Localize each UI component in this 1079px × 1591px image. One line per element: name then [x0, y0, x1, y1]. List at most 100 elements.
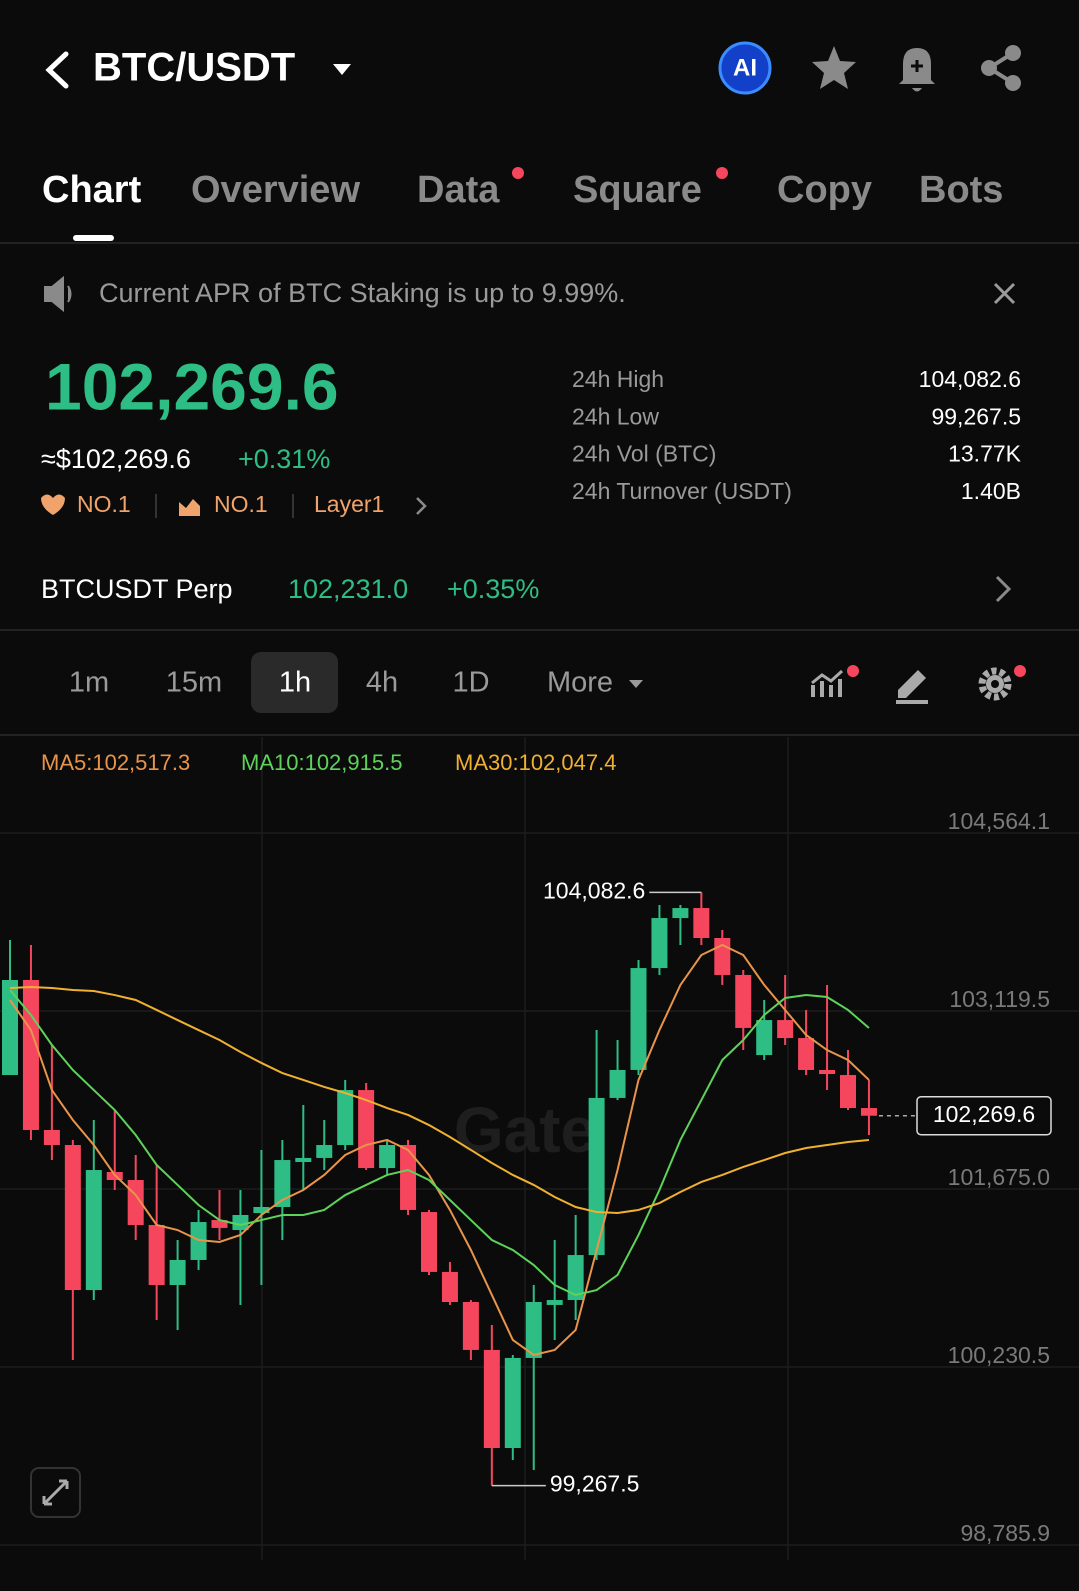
- tag: NO.1: [214, 491, 268, 517]
- settings-button[interactable]: [978, 667, 1012, 701]
- tab[interactable]: Data: [417, 169, 500, 211]
- badge: [847, 665, 859, 677]
- y-tick-label: 98,785.9: [960, 1520, 1050, 1546]
- back-button[interactable]: [45, 51, 69, 89]
- candle-body: [462, 1301, 479, 1350]
- candle-body: [714, 937, 731, 975]
- legend-entry: MA5:102,517.3: [41, 750, 190, 775]
- more-caret[interactable]: [629, 680, 643, 688]
- annotation: 99,267.5: [550, 1471, 640, 1497]
- tab-badge: [512, 167, 524, 179]
- stat-value: 99,267.5: [931, 403, 1021, 429]
- candle-body: [337, 1090, 354, 1146]
- tab-underline: [73, 235, 114, 241]
- stat-value: 104,082.6: [919, 366, 1021, 392]
- candle-body: [148, 1224, 165, 1285]
- fullscreen-icon: [42, 1479, 69, 1506]
- interval[interactable]: 1h: [279, 667, 311, 699]
- candle-body: [630, 968, 647, 1070]
- tab[interactable]: Overview: [191, 169, 360, 211]
- candle-body: [22, 980, 39, 1130]
- candle-body: [2, 980, 18, 1076]
- stat-label: 24h Turnover (USDT): [572, 478, 792, 504]
- perp-name[interactable]: BTCUSDT Perp: [41, 574, 233, 604]
- favorite-button[interactable]: [812, 46, 856, 89]
- y-tick-label: 104,564.1: [948, 808, 1050, 834]
- chevron: [416, 497, 427, 515]
- candle-body: [379, 1145, 396, 1169]
- candle-body: [400, 1145, 417, 1210]
- symbol[interactable]: BTC/USDT: [93, 46, 295, 90]
- tag-icon: [179, 499, 200, 516]
- y-tick-label: 100,230.5: [948, 1342, 1050, 1368]
- candle-body: [840, 1075, 856, 1109]
- chevron[interactable]: [995, 575, 1012, 603]
- tab[interactable]: Square: [573, 169, 702, 211]
- legend-entry: MA10:102,915.5: [241, 750, 402, 775]
- candle-body: [588, 1097, 605, 1256]
- annotation: 104,082.6: [543, 877, 645, 903]
- last-price: 102,269.6: [45, 349, 339, 423]
- interval[interactable]: More: [547, 667, 613, 699]
- tab[interactable]: Bots: [919, 169, 1003, 211]
- tag[interactable]: Layer1: [314, 491, 384, 517]
- candle-body: [358, 1090, 375, 1169]
- tab[interactable]: Copy: [777, 169, 872, 211]
- candle-body: [672, 908, 689, 919]
- ai-button[interactable]: [718, 41, 772, 95]
- last-price-box: [916, 1095, 1052, 1136]
- candle-body: [798, 1038, 815, 1070]
- perp-price: 102,231.0: [288, 574, 408, 604]
- candle-body: [43, 1129, 60, 1146]
- candle-body: [819, 1069, 836, 1075]
- y-tick-label: 103,119.5: [949, 986, 1050, 1012]
- candle-body: [316, 1145, 333, 1158]
- price-change: +0.31%: [238, 444, 330, 474]
- perp-change: +0.35%: [447, 574, 539, 604]
- stat-label: 24h High: [572, 366, 664, 392]
- tag-icon: [41, 494, 65, 515]
- candle-body: [567, 1255, 584, 1301]
- candle-body: [64, 1145, 81, 1291]
- symbol-caret[interactable]: [333, 64, 351, 75]
- candle-body: [777, 1020, 794, 1039]
- candle-body: [735, 974, 752, 1028]
- interval[interactable]: 1m: [69, 667, 109, 699]
- fullscreen-button[interactable]: [30, 1467, 81, 1518]
- alert-plus: [911, 60, 923, 72]
- interval-active: [251, 652, 338, 713]
- candle-body: [169, 1259, 186, 1285]
- candle-body: [525, 1301, 542, 1358]
- y-tick-label: 101,675.0: [948, 1164, 1050, 1190]
- candle-body: [756, 1020, 773, 1056]
- legend-entry: MA30:102,047.4: [455, 750, 616, 775]
- candle-body: [609, 1069, 626, 1098]
- ma-line: [9, 943, 870, 1357]
- candle-body: [441, 1271, 458, 1302]
- share-button[interactable]: [981, 45, 1021, 91]
- candle-body: [85, 1170, 102, 1291]
- candle-body: [211, 1220, 228, 1228]
- watermark: Gate: [454, 1094, 596, 1166]
- candle-body: [421, 1212, 437, 1272]
- candle-body: [483, 1349, 500, 1449]
- stat-value: 1.40B: [961, 478, 1021, 504]
- draw-button[interactable]: [896, 670, 928, 704]
- tab[interactable]: Chart: [42, 169, 142, 211]
- candle-body: [546, 1300, 563, 1305]
- candle-body: [295, 1157, 312, 1163]
- interval[interactable]: 15m: [166, 667, 222, 699]
- close-notice[interactable]: [993, 282, 1016, 305]
- ma-line: [9, 989, 870, 1297]
- ai-label: AI: [733, 54, 757, 81]
- ma-line: [9, 986, 870, 1215]
- indicator-button[interactable]: [811, 669, 844, 697]
- tag: NO.1: [77, 491, 131, 517]
- interval[interactable]: 4h: [366, 667, 398, 699]
- notice: Current APR of BTC Staking is up to 9.99…: [99, 278, 626, 308]
- interval[interactable]: 1D: [452, 667, 489, 699]
- stat-label: 24h Vol (BTC): [572, 441, 716, 467]
- stat-label: 24h Low: [572, 403, 659, 429]
